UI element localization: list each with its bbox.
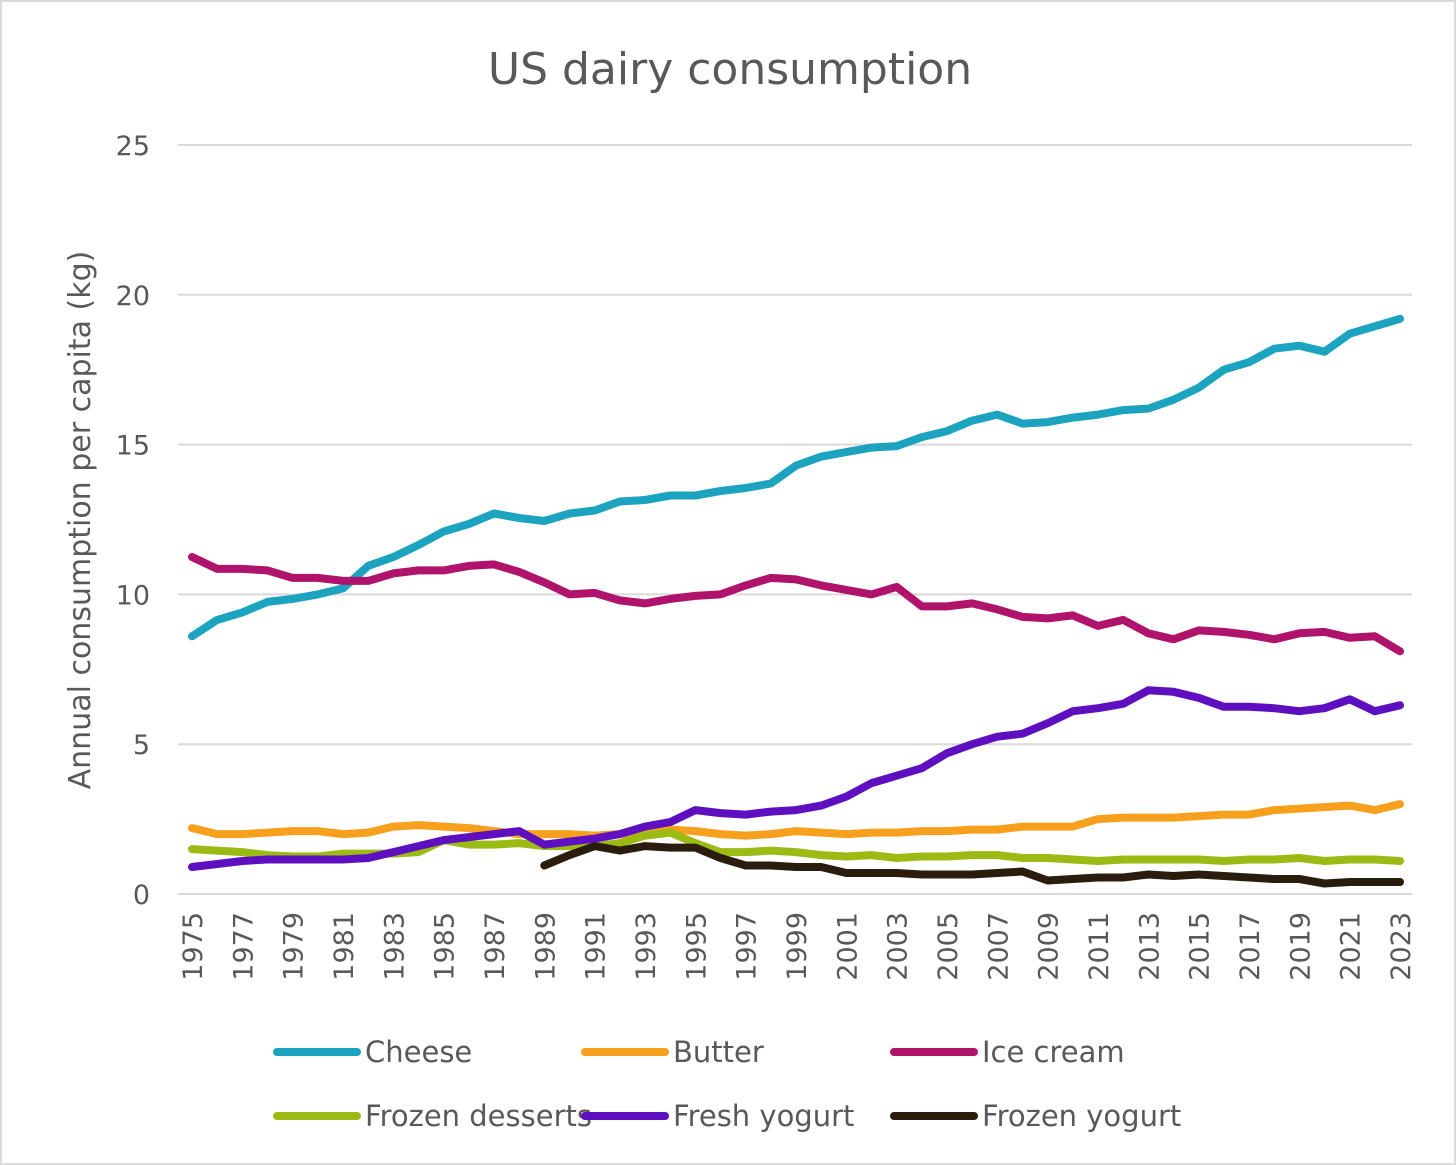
x-tick-label: 2019 [1285, 912, 1316, 981]
x-tick-label: 1975 [178, 912, 209, 981]
y-tick-label: 0 [133, 880, 150, 911]
x-tick-label: 2001 [832, 912, 863, 981]
legend-label: Frozen desserts [365, 1099, 592, 1133]
y-tick-label: 10 [116, 580, 150, 611]
legend-item-ice-cream: Ice cream [890, 1035, 1125, 1069]
x-tick-label: 2021 [1336, 912, 1367, 981]
series-lines [188, 314, 1404, 888]
x-tick-label: 2003 [883, 912, 914, 981]
x-tick-label: 2015 [1185, 912, 1216, 981]
series-line-ice-cream [188, 553, 1404, 656]
legend-label: Cheese [365, 1035, 472, 1069]
x-tick-label: 1991 [581, 912, 612, 981]
x-tick-label: 1995 [681, 912, 712, 981]
legend-label: Butter [673, 1035, 764, 1069]
x-tick-label: 2009 [1034, 912, 1065, 981]
x-tick-label: 1977 [228, 912, 259, 981]
x-tick-label: 2013 [1134, 912, 1165, 981]
series-line-fresh-yogurt [188, 686, 1404, 871]
y-tick-label: 25 [116, 131, 150, 162]
legend-label: Fresh yogurt [673, 1099, 854, 1133]
y-axis-label: Annual consumption per capita (kg) [63, 251, 98, 790]
legend: Cheese Butter Ice cream Frozen desserts Fres… [273, 1035, 1181, 1133]
x-tick-label: 1993 [631, 912, 662, 981]
x-tick-label: 1997 [732, 912, 763, 981]
gridlines [178, 144, 1412, 895]
y-tick-label: 15 [116, 431, 150, 462]
y-axis-ticks: 0 5 10 15 20 25 [116, 131, 150, 911]
chart-title: US dairy consumption [488, 44, 972, 95]
series-line-cheese [188, 314, 1404, 641]
x-tick-label: 2005 [933, 912, 964, 981]
x-tick-label: 1985 [430, 912, 461, 981]
legend-item-fresh-yogurt: Fresh yogurt [581, 1099, 854, 1133]
x-tick-label: 2017 [1235, 912, 1266, 981]
x-tick-label: 1989 [530, 912, 561, 981]
y-tick-label: 20 [116, 281, 150, 312]
x-axis-ticks: 1975 1977 1979 1981 1983 1985 1987 1989 1991 1993… [178, 912, 1417, 981]
legend-item-frozen-desserts: Frozen desserts [273, 1099, 592, 1133]
legend-item-butter: Butter [581, 1035, 764, 1069]
y-tick-label: 5 [133, 730, 150, 761]
x-tick-label: 1999 [782, 912, 813, 981]
x-tick-label: 1979 [279, 912, 310, 981]
x-tick-label: 1983 [379, 912, 410, 981]
series-line-frozen-yogurt [540, 842, 1404, 888]
legend-label: Frozen yogurt [982, 1099, 1181, 1133]
x-tick-label: 1987 [480, 912, 511, 981]
x-tick-label: 2023 [1386, 912, 1417, 981]
x-tick-label: 2011 [1084, 912, 1115, 981]
x-tick-label: 2007 [983, 912, 1014, 981]
legend-item-cheese: Cheese [273, 1035, 472, 1069]
series-line-butter [188, 800, 1404, 840]
x-tick-label: 1981 [329, 912, 360, 981]
legend-label: Ice cream [982, 1035, 1125, 1069]
legend-item-frozen-yogurt: Frozen yogurt [890, 1099, 1181, 1133]
